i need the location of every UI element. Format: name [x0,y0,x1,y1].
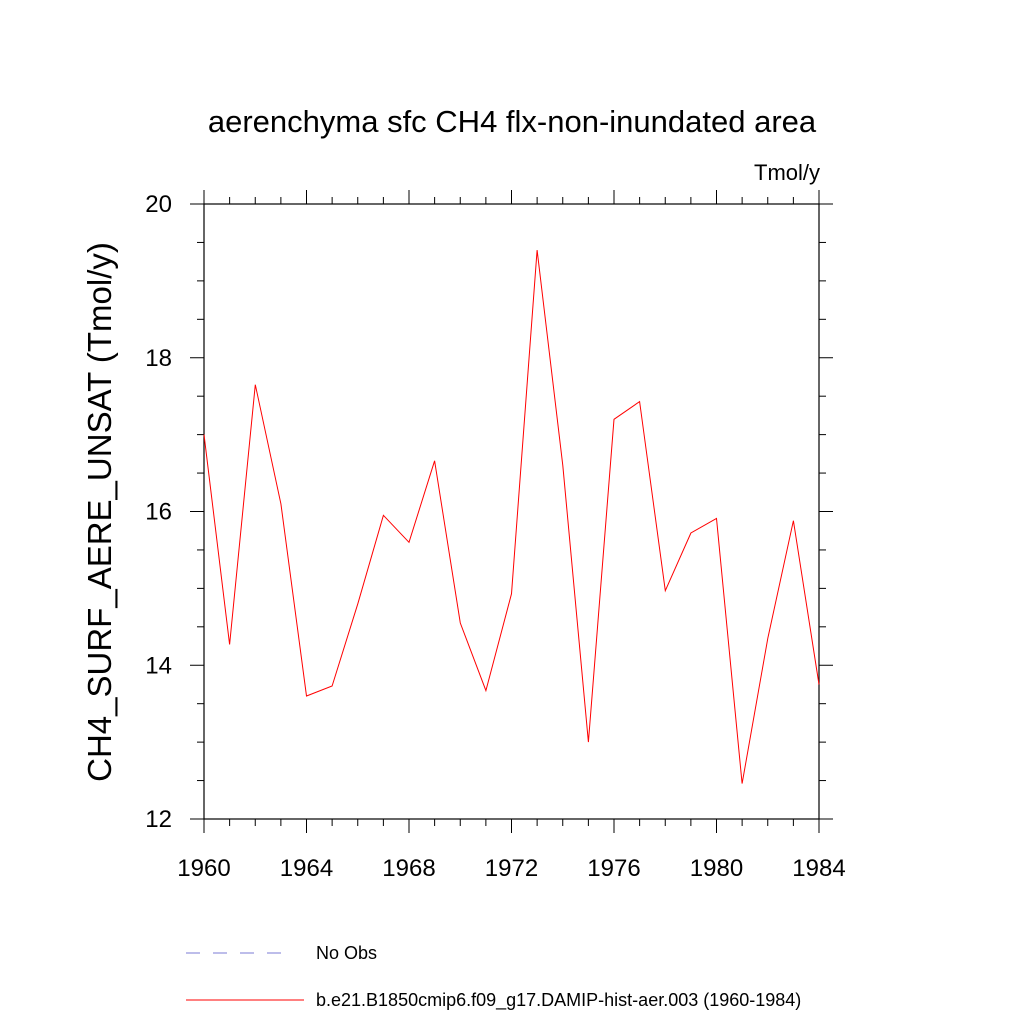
y-tick-label: 12 [145,806,172,833]
chart-title: aerenchyma sfc CH4 flx-non-inundated are… [208,104,817,139]
x-tick-label: 1972 [485,855,538,882]
x-tick-label: 1980 [690,855,743,882]
y-tick-label: 18 [145,345,172,372]
x-tick-labels: 1960 1964 1968 1972 1976 1980 1984 [177,855,845,882]
x-axis [203,190,820,833]
y-tick-label: 14 [145,652,172,679]
x-tick-label: 1960 [177,855,230,882]
x-tick-label: 1968 [382,855,435,882]
y-tick-label: 20 [145,191,172,218]
legend-no-obs-label: No Obs [316,943,377,963]
y-tick-label: 16 [145,499,172,526]
units-label: Tmol/y [754,160,820,185]
x-tick-label: 1976 [587,855,640,882]
y-tick-labels: 12 14 16 18 20 [145,191,172,833]
legend: No Obs b.e21.B1850cmip6.f09_g17.DAMIP-hi… [186,943,801,1011]
x-tick-label: 1964 [280,855,333,882]
y-axis-label: CH4_SURF_AERE_UNSAT (Tmol/y) [81,242,118,782]
x-tick-label: 1984 [792,855,845,882]
y-axis [190,203,833,820]
series-line [203,250,820,784]
plot-frame [203,203,820,820]
legend-model-label: b.e21.B1850cmip6.f09_g17.DAMIP-hist-aer.… [316,990,801,1011]
series-layer [203,250,820,784]
